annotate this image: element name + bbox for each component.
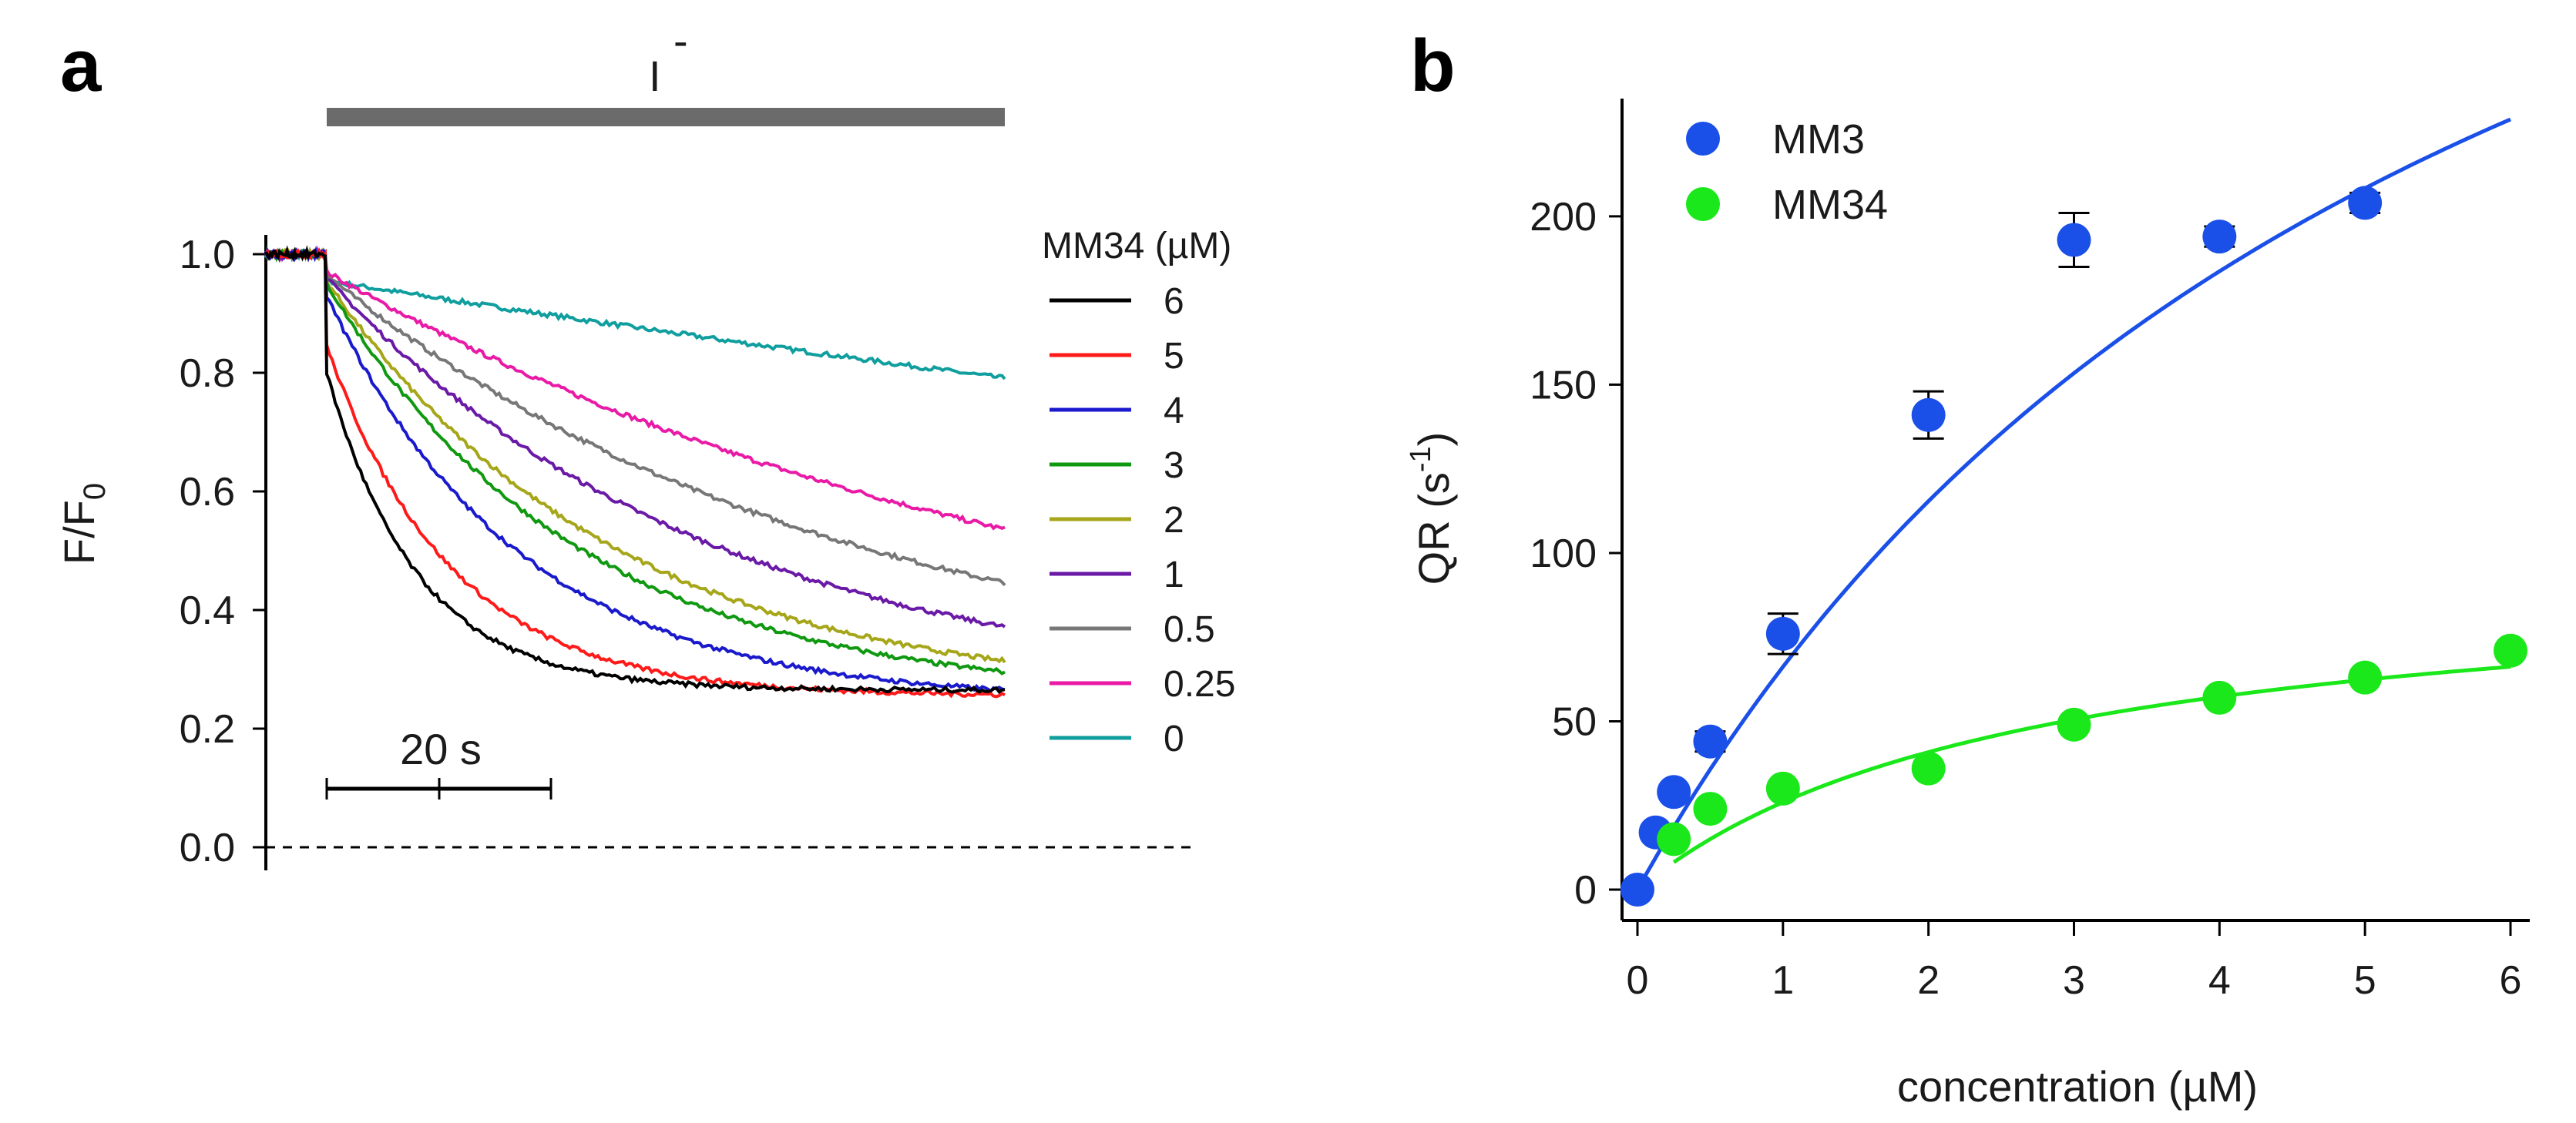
legend-label-0_25: 0.25 — [1164, 664, 1235, 705]
a-y-tick-label: 1.0 — [180, 233, 235, 277]
trace-4 — [264, 245, 1006, 693]
panel-b-letter: b — [1410, 25, 1456, 107]
point-mm3 — [1693, 724, 1728, 759]
b-y-tick-label: 150 — [1530, 363, 1597, 407]
b-x-tick-label: 0 — [1627, 958, 1649, 1003]
point-mm34 — [1765, 771, 1800, 806]
panel-a-letter: a — [60, 25, 102, 107]
point-mm3 — [2202, 220, 2237, 254]
stimulus-label: I — [649, 52, 661, 100]
b-y-label-sup: -1 — [1405, 446, 1437, 472]
point-mm3 — [1765, 616, 1800, 651]
point-mm34 — [1911, 751, 1946, 786]
b-y-tick-label: 100 — [1530, 531, 1597, 576]
legend-marker-mm3 — [1686, 122, 1720, 156]
a-y-tick-label: 0.8 — [180, 351, 235, 396]
legend-marker-mm34 — [1686, 187, 1720, 221]
b-y-label: QR (s-1) — [1405, 432, 1458, 585]
a-y-label: F/F0 — [55, 483, 112, 565]
legend-label-2: 2 — [1164, 500, 1184, 541]
a-y-label-sub: 0 — [78, 483, 112, 500]
b-x-tick-label: 6 — [2500, 958, 2522, 1003]
legend-label-3: 3 — [1164, 445, 1184, 486]
b-legend: MM3 MM34 — [1686, 116, 1888, 228]
point-mm3 — [1657, 775, 1691, 810]
trace-2 — [264, 246, 1006, 664]
point-mm34 — [2494, 633, 2527, 668]
point-mm34 — [2202, 680, 2237, 715]
legend-label-6: 6 — [1164, 281, 1184, 322]
b-y-tick-label: 50 — [1552, 699, 1597, 744]
b-x-tick-label: 3 — [2063, 958, 2085, 1003]
a-y-tick-label: 0.2 — [180, 707, 235, 752]
b-y-ticks: 0 50 100 150 200 — [1530, 195, 1622, 913]
point-mm3 — [1911, 397, 1946, 432]
b-x-tick-label: 4 — [2208, 958, 2231, 1003]
point-mm34 — [1657, 822, 1691, 856]
b-points — [1620, 186, 2527, 907]
point-mm3 — [1620, 873, 1654, 907]
point-mm34 — [2348, 660, 2383, 695]
fit-curve-mm34 — [1672, 665, 2511, 864]
scale-bar-label: 20 s — [400, 725, 482, 773]
b-y-tick-label: 200 — [1530, 195, 1597, 240]
b-y-tick-label: 0 — [1574, 868, 1597, 913]
a-y-tick-label: 0.6 — [180, 470, 235, 515]
b-y-label-text: QR (s-1) — [1405, 432, 1458, 585]
panel-b: b 0 50 100 150 200 0 1 2 3 4 5 6 concentration (µM… — [1405, 25, 2530, 1111]
stimulus-bar — [327, 108, 1005, 126]
b-y-label-main: QR (s — [1409, 472, 1458, 585]
trace-1 — [264, 246, 1006, 629]
legend-label-mm34: MM34 — [1772, 182, 1888, 228]
panel-a: a I - 0.00.20.40.60.81.0 F/F0 20 s MM34 — [55, 16, 1235, 870]
a-y-tick-label: 0.4 — [180, 588, 235, 633]
b-x-label: concentration (µM) — [1897, 1062, 2258, 1111]
trace-0_25 — [264, 245, 1006, 531]
legend-label-0: 0 — [1164, 719, 1184, 759]
stimulus-superscript: - — [673, 16, 688, 65]
trace-0_5 — [264, 247, 1006, 587]
legend-label-5: 5 — [1164, 336, 1184, 377]
b-y-label-close: ) — [1409, 432, 1458, 447]
point-mm34 — [1693, 792, 1728, 826]
legend-label-0_5: 0.5 — [1164, 609, 1215, 650]
point-mm34 — [2057, 707, 2091, 742]
b-x-tick-label: 5 — [2354, 958, 2376, 1003]
point-mm3 — [2057, 223, 2091, 257]
b-x-tick-label: 1 — [1772, 958, 1794, 1003]
a-y-ticks: 0.0 0.2 0.4 0.6 0.8 1.0 — [180, 233, 266, 870]
point-mm3 — [2348, 186, 2383, 220]
legend-label-mm3: MM3 — [1772, 116, 1865, 163]
legend-label-4: 4 — [1164, 391, 1184, 431]
trace-0 — [264, 245, 1006, 380]
trace-3 — [265, 247, 1006, 675]
a-y-tick-label: 0.0 — [180, 826, 235, 870]
legend-title: MM34 (µM) — [1042, 226, 1231, 267]
a-y-label-text: F/F0 — [55, 483, 112, 565]
a-traces — [264, 245, 1006, 699]
scale-bar: 20 s — [325, 725, 552, 800]
a-y-label-main: F/F — [55, 500, 103, 565]
trace-5 — [265, 247, 1006, 699]
legend-label-1: 1 — [1164, 555, 1184, 595]
trace-6 — [264, 245, 1006, 695]
b-x-ticks: 0 1 2 3 4 5 6 — [1627, 920, 2522, 1003]
b-x-tick-label: 2 — [1917, 958, 1940, 1003]
a-legend: MM34 (µM) 6 5 4 3 2 1 0.5 0.25 0 — [1042, 226, 1235, 759]
